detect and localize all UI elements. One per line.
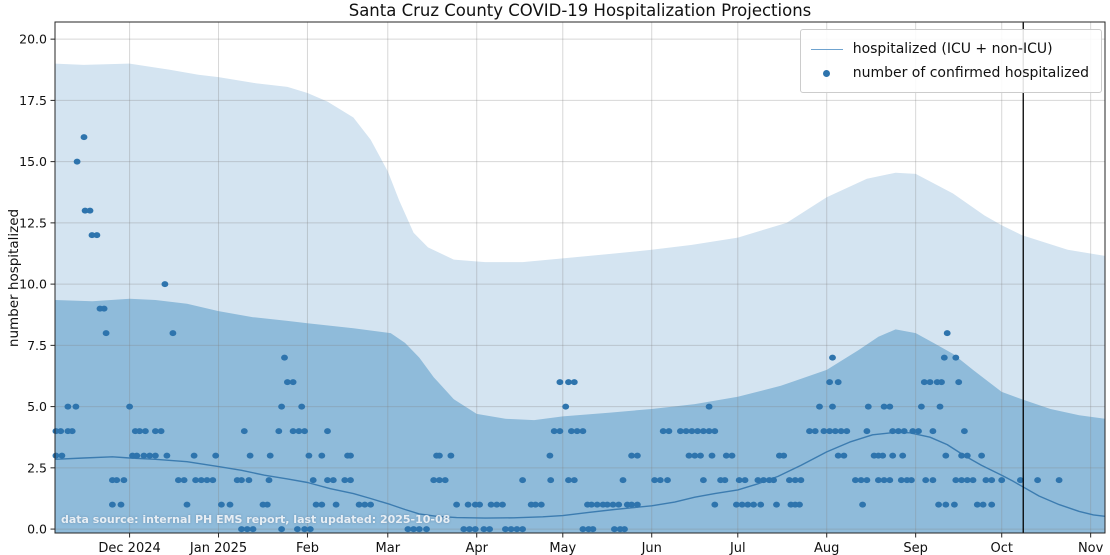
svg-text:Jun: Jun	[641, 541, 662, 555]
legend-line-sample	[810, 48, 843, 50]
legend-item-line: hospitalized (ICU + non-ICU)	[810, 37, 1089, 61]
svg-text:17.5: 17.5	[19, 93, 47, 108]
legend-line-label: hospitalized (ICU + non-ICU)	[852, 41, 1053, 57]
legend-scatter-label: number of confirmed hospitalized	[852, 65, 1089, 81]
svg-text:Mar: Mar	[376, 541, 401, 555]
svg-text:Nov: Nov	[1078, 541, 1104, 555]
y-axis-label: number hospitalized	[6, 208, 22, 348]
svg-text:May: May	[549, 541, 576, 555]
svg-text:20.0: 20.0	[19, 32, 47, 47]
svg-text:0.0: 0.0	[27, 522, 47, 537]
legend-dot-sample	[811, 61, 843, 85]
svg-text:Jan 2025: Jan 2025	[189, 541, 247, 555]
svg-text:2.5: 2.5	[27, 460, 47, 475]
svg-text:15.0: 15.0	[19, 154, 47, 169]
svg-text:12.5: 12.5	[19, 215, 47, 230]
legend-item-scatter: number of confirmed hospitalized	[811, 61, 1089, 85]
svg-text:Oct: Oct	[990, 541, 1012, 555]
svg-text:Apr: Apr	[465, 541, 488, 555]
svg-text:10.0: 10.0	[19, 277, 47, 292]
svg-text:Dec 2024: Dec 2024	[98, 541, 160, 555]
svg-text:Jul: Jul	[729, 541, 746, 555]
chart-title: Santa Cruz County COVID-19 Hospitalizati…	[348, 1, 812, 20]
svg-text:Sep: Sep	[903, 541, 928, 555]
svg-text:5.0: 5.0	[27, 399, 47, 414]
svg-text:Feb: Feb	[296, 541, 319, 555]
legend: hospitalized (ICU + non-ICU) number of c…	[799, 29, 1102, 93]
svg-text:7.5: 7.5	[27, 338, 47, 353]
svg-text:Aug: Aug	[814, 541, 839, 555]
data-source-annotation: data source: internal PH EMS report, las…	[61, 513, 451, 526]
